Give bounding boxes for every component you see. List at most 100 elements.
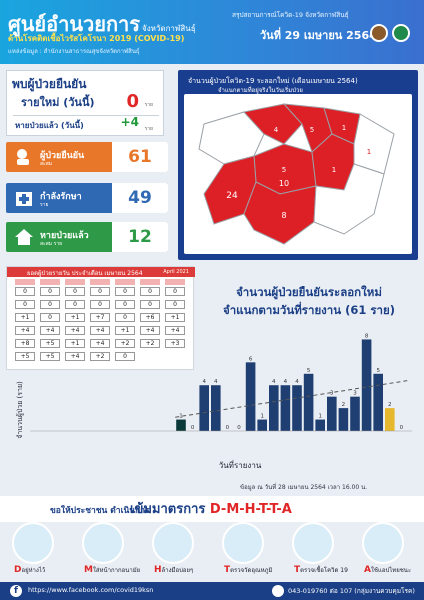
measure-letter: T — [224, 565, 231, 575]
district-count: 4 — [274, 126, 279, 134]
handwash-icon — [152, 522, 194, 564]
calendar-cell: 0 — [115, 313, 135, 322]
stat-recovered: หายป่วยแล้ว สะสม ราย 12 — [6, 222, 168, 252]
measures-code: D-M-H-T-T-A — [209, 502, 292, 517]
chart-bar — [361, 339, 372, 431]
recovered-today-unit: ราย — [144, 126, 153, 132]
map-district — [243, 181, 317, 245]
district-count: 1 — [367, 148, 371, 156]
district-count: 1 — [332, 166, 336, 174]
calendar-cell: 0 — [40, 313, 60, 322]
calendar-month: April 2021 — [163, 269, 189, 275]
stat-total-cases: ผู้ป่วยยืนยัน สะสม 61 — [6, 142, 168, 172]
chart-bar — [211, 385, 221, 431]
district-map-panel: จำนวนผู้ป่วยโควิด-19 ระลอกใหม่ (เดือนเมษ… — [178, 70, 418, 260]
district-count: 10 — [279, 179, 289, 188]
calendar-cell: 0 — [115, 287, 135, 296]
measure-letter: D — [14, 565, 22, 575]
bar-value-label: 2 — [342, 402, 346, 408]
bar-value-label: 4 — [272, 379, 276, 385]
new-cases-panel: พบผู้ป่วยยืนยัน รายใหม่ (วันนี้) 0 ราย ห… — [6, 70, 164, 136]
province-map: 4 5 1 5 10 1 24 8 1 — [198, 103, 395, 245]
chart-bar — [292, 385, 302, 431]
chart-bar — [269, 385, 279, 431]
summary-label: สรุปสถานการณ์โควิด-19 จังหวัดกาฬสินธุ์ — [232, 11, 349, 19]
bar-value-label: 3 — [353, 391, 357, 397]
measure-letter: M — [84, 565, 93, 575]
calendar-header: ยอดผู้ป่วยรายวัน ประจำเดือน เมษายน 2564 … — [7, 267, 195, 277]
bar-value-label: 0 — [226, 425, 230, 431]
calendar-cell: +4 — [90, 339, 110, 348]
calendar-cell: +4 — [90, 326, 110, 335]
measure-letter: H — [154, 565, 162, 575]
calendar-day-header — [65, 279, 85, 285]
calendar-cell: +1 — [65, 313, 85, 322]
thermometer-icon — [222, 522, 264, 564]
data-timestamp: ข้อมูล ณ วันที่ 28 เมษายน 2564 เวลา 16.0… — [240, 484, 368, 491]
chart-bar — [303, 373, 314, 431]
calendar-cell: 0 — [165, 287, 185, 296]
bar-value-label: 6 — [249, 356, 253, 362]
calendar-cell: 0 — [140, 287, 160, 296]
calendar-cell: 0 — [165, 300, 185, 309]
chart-bar — [280, 385, 291, 431]
chart-bar — [327, 396, 337, 431]
measure-label: Hล้างมือบ่อยๆ — [154, 565, 193, 575]
calendar-cell: 0 — [40, 287, 60, 296]
measure-text: ตรวจวัดอุณหภูมิ — [230, 567, 273, 574]
bar-value-label: 2 — [388, 402, 392, 408]
calendar-day-header — [40, 279, 60, 285]
bar-value-label: 1 — [179, 414, 183, 420]
district-count: 1 — [342, 124, 346, 132]
chart-bar — [199, 385, 209, 431]
calendar-cell: +6 — [140, 313, 160, 322]
measures-intro: ขอให้ประชาชน ดำเนินการ — [50, 506, 150, 516]
calendar-day-header — [90, 279, 110, 285]
measures-title-text: เข้มมาตรการ — [130, 502, 206, 517]
calendar-cell: 0 — [90, 287, 110, 296]
facebook-icon: f — [10, 585, 22, 597]
calendar-cell: +1 — [165, 313, 185, 322]
daily-calendar: ยอดผู้ป่วยรายวัน ประจำเดือน เมษายน 2564 … — [6, 266, 195, 370]
measures-title: เข้มมาตรการ D-M-H-T-T-A — [130, 498, 292, 519]
stat-total-value: 61 — [112, 142, 168, 172]
measures-banner — [0, 496, 424, 522]
measure-text: อยู่ห่างไว้ — [21, 567, 46, 574]
chart-bar — [385, 408, 395, 431]
new-cases-subtitle: รายใหม่ (วันนี้) — [21, 96, 95, 109]
calendar-title: ยอดผู้ป่วยรายวัน ประจำเดือน เมษายน 2564 — [27, 270, 143, 277]
calendar-cell: 0 — [115, 300, 135, 309]
map-canvas: 4 5 1 5 10 1 24 8 1 — [184, 94, 412, 254]
stat-treating: กำลังรักษา ราย 49 — [6, 183, 168, 213]
measure-text: ตรวจเชื้อโควิด 19 — [300, 567, 348, 574]
bar-value-label: 4 — [284, 379, 288, 385]
map-district — [313, 163, 385, 235]
chart-bar — [257, 419, 267, 431]
calendar-cell: 0 — [15, 287, 35, 296]
bar-value-label: 0 — [191, 425, 195, 431]
calendar-cell: 0 — [15, 300, 35, 309]
calendar-cell: 0 — [65, 287, 85, 296]
chart-bar — [373, 373, 383, 431]
calendar-cell: 0 — [115, 352, 135, 361]
header-banner: ศูนย์อำนวยการ จังหวัดกาฬสินธุ์ ด้านโรคติด… — [0, 0, 424, 64]
y-axis-label: จำนวนผู้ป่วย (ราย) — [16, 381, 24, 439]
district-count: 5 — [310, 126, 314, 134]
calendar-cell: +1 — [65, 339, 85, 348]
moph-logo-icon — [392, 24, 410, 42]
hospital-icon — [16, 192, 32, 206]
bar-value-label: 5 — [307, 368, 311, 374]
measure-letter: A — [364, 565, 371, 575]
calendar-cell: 0 — [40, 300, 60, 309]
calendar-cell: +1 — [15, 313, 35, 322]
calendar-day-header — [165, 279, 185, 285]
bar-value-label: 8 — [365, 333, 369, 339]
calendar-cell: +4 — [165, 326, 185, 335]
recovered-today-label: หายป่วยแล้ว (วันนี้) — [15, 121, 84, 130]
facebook-link[interactable]: https://www.facebook.com/covid19ksn — [28, 586, 154, 594]
measure-label: Tตรวจวัดอุณหภูมิ — [224, 565, 272, 575]
patient-icon — [17, 149, 29, 165]
calendar-cell: 0 — [140, 300, 160, 309]
new-cases-value: 0 — [126, 91, 139, 112]
